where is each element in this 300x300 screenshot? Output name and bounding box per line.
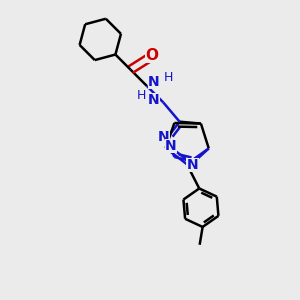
Text: N: N	[148, 76, 159, 89]
Text: N: N	[158, 130, 170, 144]
Text: O: O	[145, 48, 158, 63]
Text: H: H	[164, 71, 173, 84]
Text: H: H	[136, 89, 146, 102]
Text: N: N	[148, 93, 160, 107]
Text: N: N	[187, 158, 199, 172]
Text: N: N	[165, 139, 177, 153]
Text: N: N	[186, 158, 198, 172]
